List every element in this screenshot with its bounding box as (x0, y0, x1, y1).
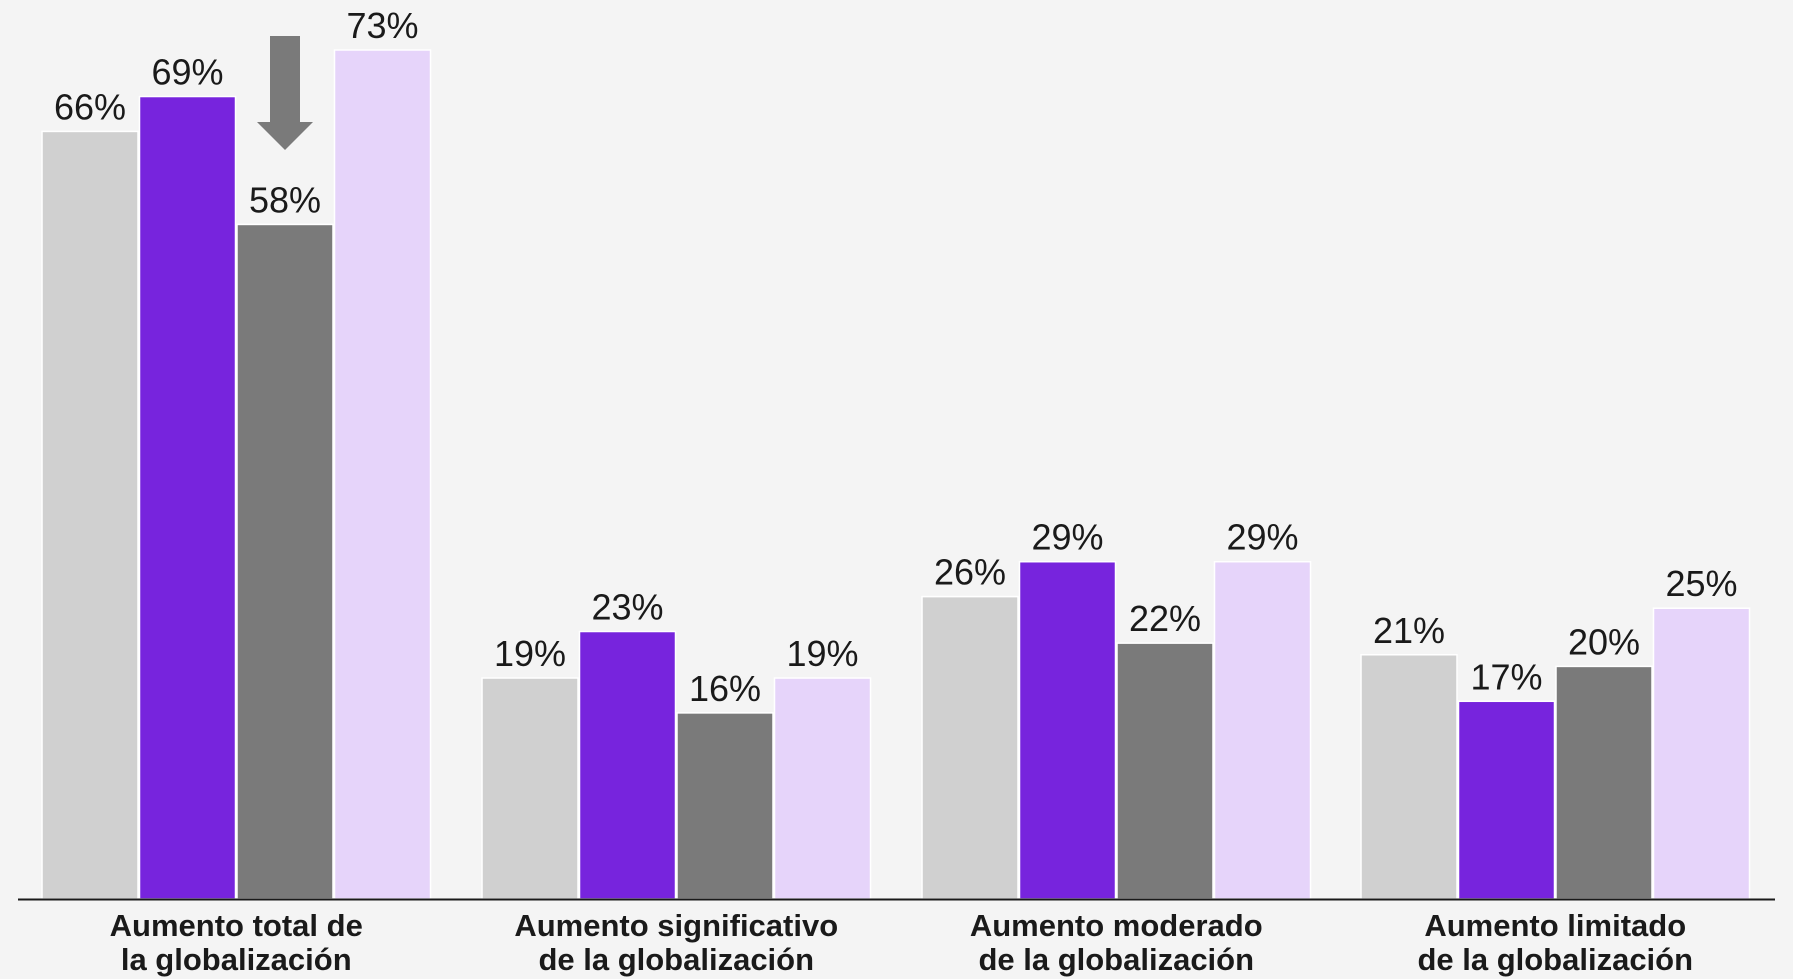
data-label: 26% (934, 552, 1006, 593)
category-label: de la globalización (538, 942, 814, 977)
bars-layer (41, 49, 1751, 900)
data-label: 19% (786, 633, 858, 674)
bar (41, 130, 139, 900)
bar (1555, 665, 1653, 900)
bar (236, 223, 334, 900)
bar (481, 677, 579, 900)
data-label: 17% (1470, 656, 1542, 697)
data-label: 21% (1373, 610, 1445, 651)
bar (1360, 654, 1458, 900)
bar (773, 677, 872, 900)
category-label: Aumento total de (110, 908, 363, 943)
data-label: 66% (54, 86, 126, 127)
bar (676, 712, 774, 900)
category-label: de la globalización (978, 942, 1254, 977)
category-label: la globalización (121, 942, 352, 977)
bar (1116, 642, 1214, 900)
category-label: Aumento moderado (970, 908, 1263, 943)
category-label: Aumento significativo (514, 908, 838, 943)
data-label: 29% (1226, 517, 1298, 558)
data-label: 16% (689, 668, 761, 709)
bar (1652, 607, 1751, 900)
bar (578, 630, 677, 900)
data-label: 73% (346, 5, 418, 46)
annotations-layer (257, 36, 313, 150)
data-label: 22% (1129, 598, 1201, 639)
bar (1213, 560, 1312, 900)
data-label: 23% (591, 587, 663, 628)
bar (138, 95, 237, 900)
data-label: 69% (151, 52, 223, 93)
category-label: Aumento limitado (1424, 908, 1686, 943)
bar (1457, 700, 1556, 900)
data-label: 29% (1031, 517, 1103, 558)
data-label: 19% (494, 633, 566, 674)
category-label: de la globalización (1417, 942, 1693, 977)
bar (1018, 560, 1117, 900)
bar (333, 49, 432, 900)
data-label: 20% (1568, 621, 1640, 662)
data-label: 58% (249, 179, 321, 220)
value-labels-layer: 66% 69% 58% 73% 19% 23% 16% 19% 26% 29% 22% 29% 21% 1… (54, 5, 1738, 709)
bar (921, 595, 1019, 900)
down-arrow-icon (257, 36, 313, 150)
data-label: 25% (1665, 563, 1737, 604)
